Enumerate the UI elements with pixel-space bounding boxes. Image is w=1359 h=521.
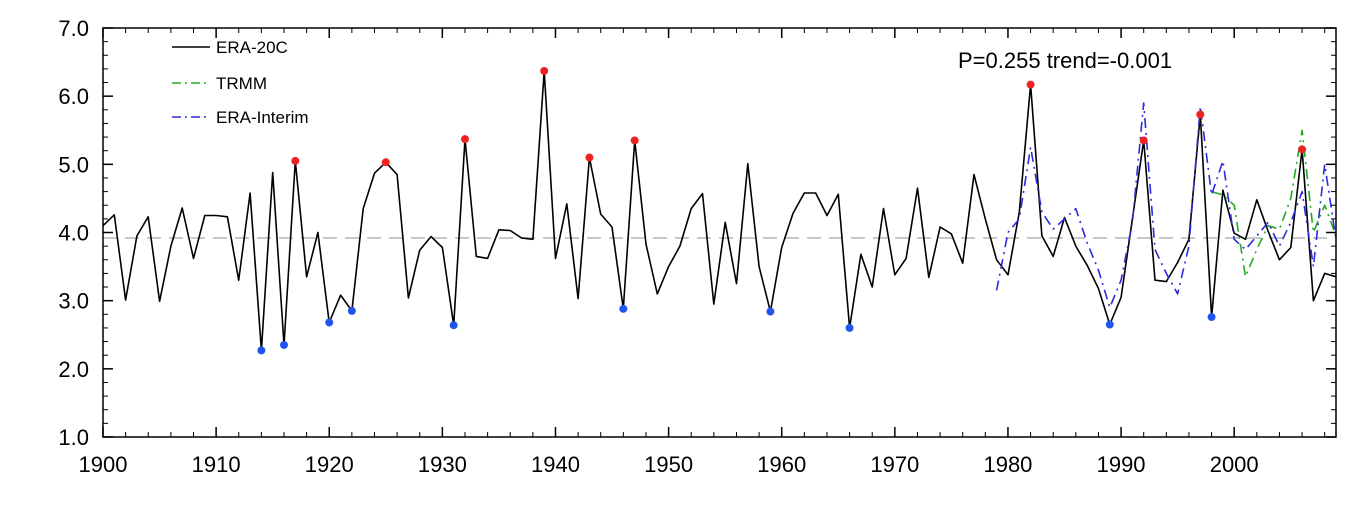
y-tick-label: 2.0 bbox=[58, 357, 89, 382]
high-marker bbox=[381, 158, 390, 167]
x-tick-label: 1970 bbox=[870, 452, 919, 477]
legend-entry-erainterim: ERA-Interim bbox=[172, 108, 309, 127]
y-tick-label: 5.0 bbox=[58, 152, 89, 177]
x-tick-label: 2000 bbox=[1210, 452, 1259, 477]
low-marker bbox=[845, 323, 854, 332]
high-marker bbox=[1196, 110, 1205, 119]
low-marker bbox=[347, 306, 356, 315]
legend-entry-era20c: ERA-20C bbox=[172, 38, 288, 57]
trend-annotation: P=0.255 trend=-0.001 bbox=[958, 48, 1172, 73]
y-tick-label: 4.0 bbox=[58, 221, 89, 246]
x-tick-label: 1960 bbox=[757, 452, 806, 477]
x-tick-label: 1930 bbox=[418, 452, 467, 477]
low-marker bbox=[1207, 313, 1216, 322]
x-tick-label: 1980 bbox=[983, 452, 1032, 477]
y-tick-label: 7.0 bbox=[58, 16, 89, 41]
high-marker bbox=[1026, 80, 1035, 89]
low-marker bbox=[325, 318, 334, 327]
low-marker bbox=[449, 321, 458, 330]
y-tick-label: 1.0 bbox=[58, 425, 89, 450]
low-marker bbox=[279, 340, 288, 349]
high-marker bbox=[460, 135, 469, 144]
high-marker bbox=[540, 66, 549, 75]
extreme-markers-layer bbox=[257, 66, 1307, 355]
high-marker bbox=[1298, 145, 1307, 154]
series-layer bbox=[102, 70, 1337, 352]
high-marker bbox=[585, 153, 594, 162]
series-line-erainterim bbox=[995, 102, 1337, 309]
x-tick-label: 1950 bbox=[644, 452, 693, 477]
legend-label-erainterim: ERA-Interim bbox=[216, 108, 309, 127]
axes-layer: 1900 1910 1920 1930 1940 1950 1960 1970 1980 1990… bbox=[58, 16, 1336, 477]
x-tick-label: 1990 bbox=[1097, 452, 1146, 477]
high-marker bbox=[1139, 136, 1148, 145]
x-tick-label: 1940 bbox=[531, 452, 580, 477]
low-marker bbox=[257, 346, 266, 355]
x-tick-label: 1910 bbox=[192, 452, 241, 477]
legend-label-trmm: TRMM bbox=[216, 74, 267, 93]
low-marker bbox=[766, 307, 775, 316]
y-tick-label: 6.0 bbox=[58, 84, 89, 109]
chart-legend: ERA-20C TRMM ERA-Interim bbox=[172, 38, 309, 127]
low-marker bbox=[619, 304, 628, 313]
high-marker bbox=[291, 156, 300, 165]
x-tick-label: 1920 bbox=[305, 452, 354, 477]
x-tick-label: 1900 bbox=[79, 452, 128, 477]
legend-label-era20c: ERA-20C bbox=[216, 38, 288, 57]
high-marker bbox=[630, 136, 639, 145]
low-marker bbox=[1105, 320, 1114, 329]
legend-entry-trmm: TRMM bbox=[172, 74, 267, 93]
series-line-trmm bbox=[1211, 129, 1337, 278]
y-tick-label: 3.0 bbox=[58, 289, 89, 314]
